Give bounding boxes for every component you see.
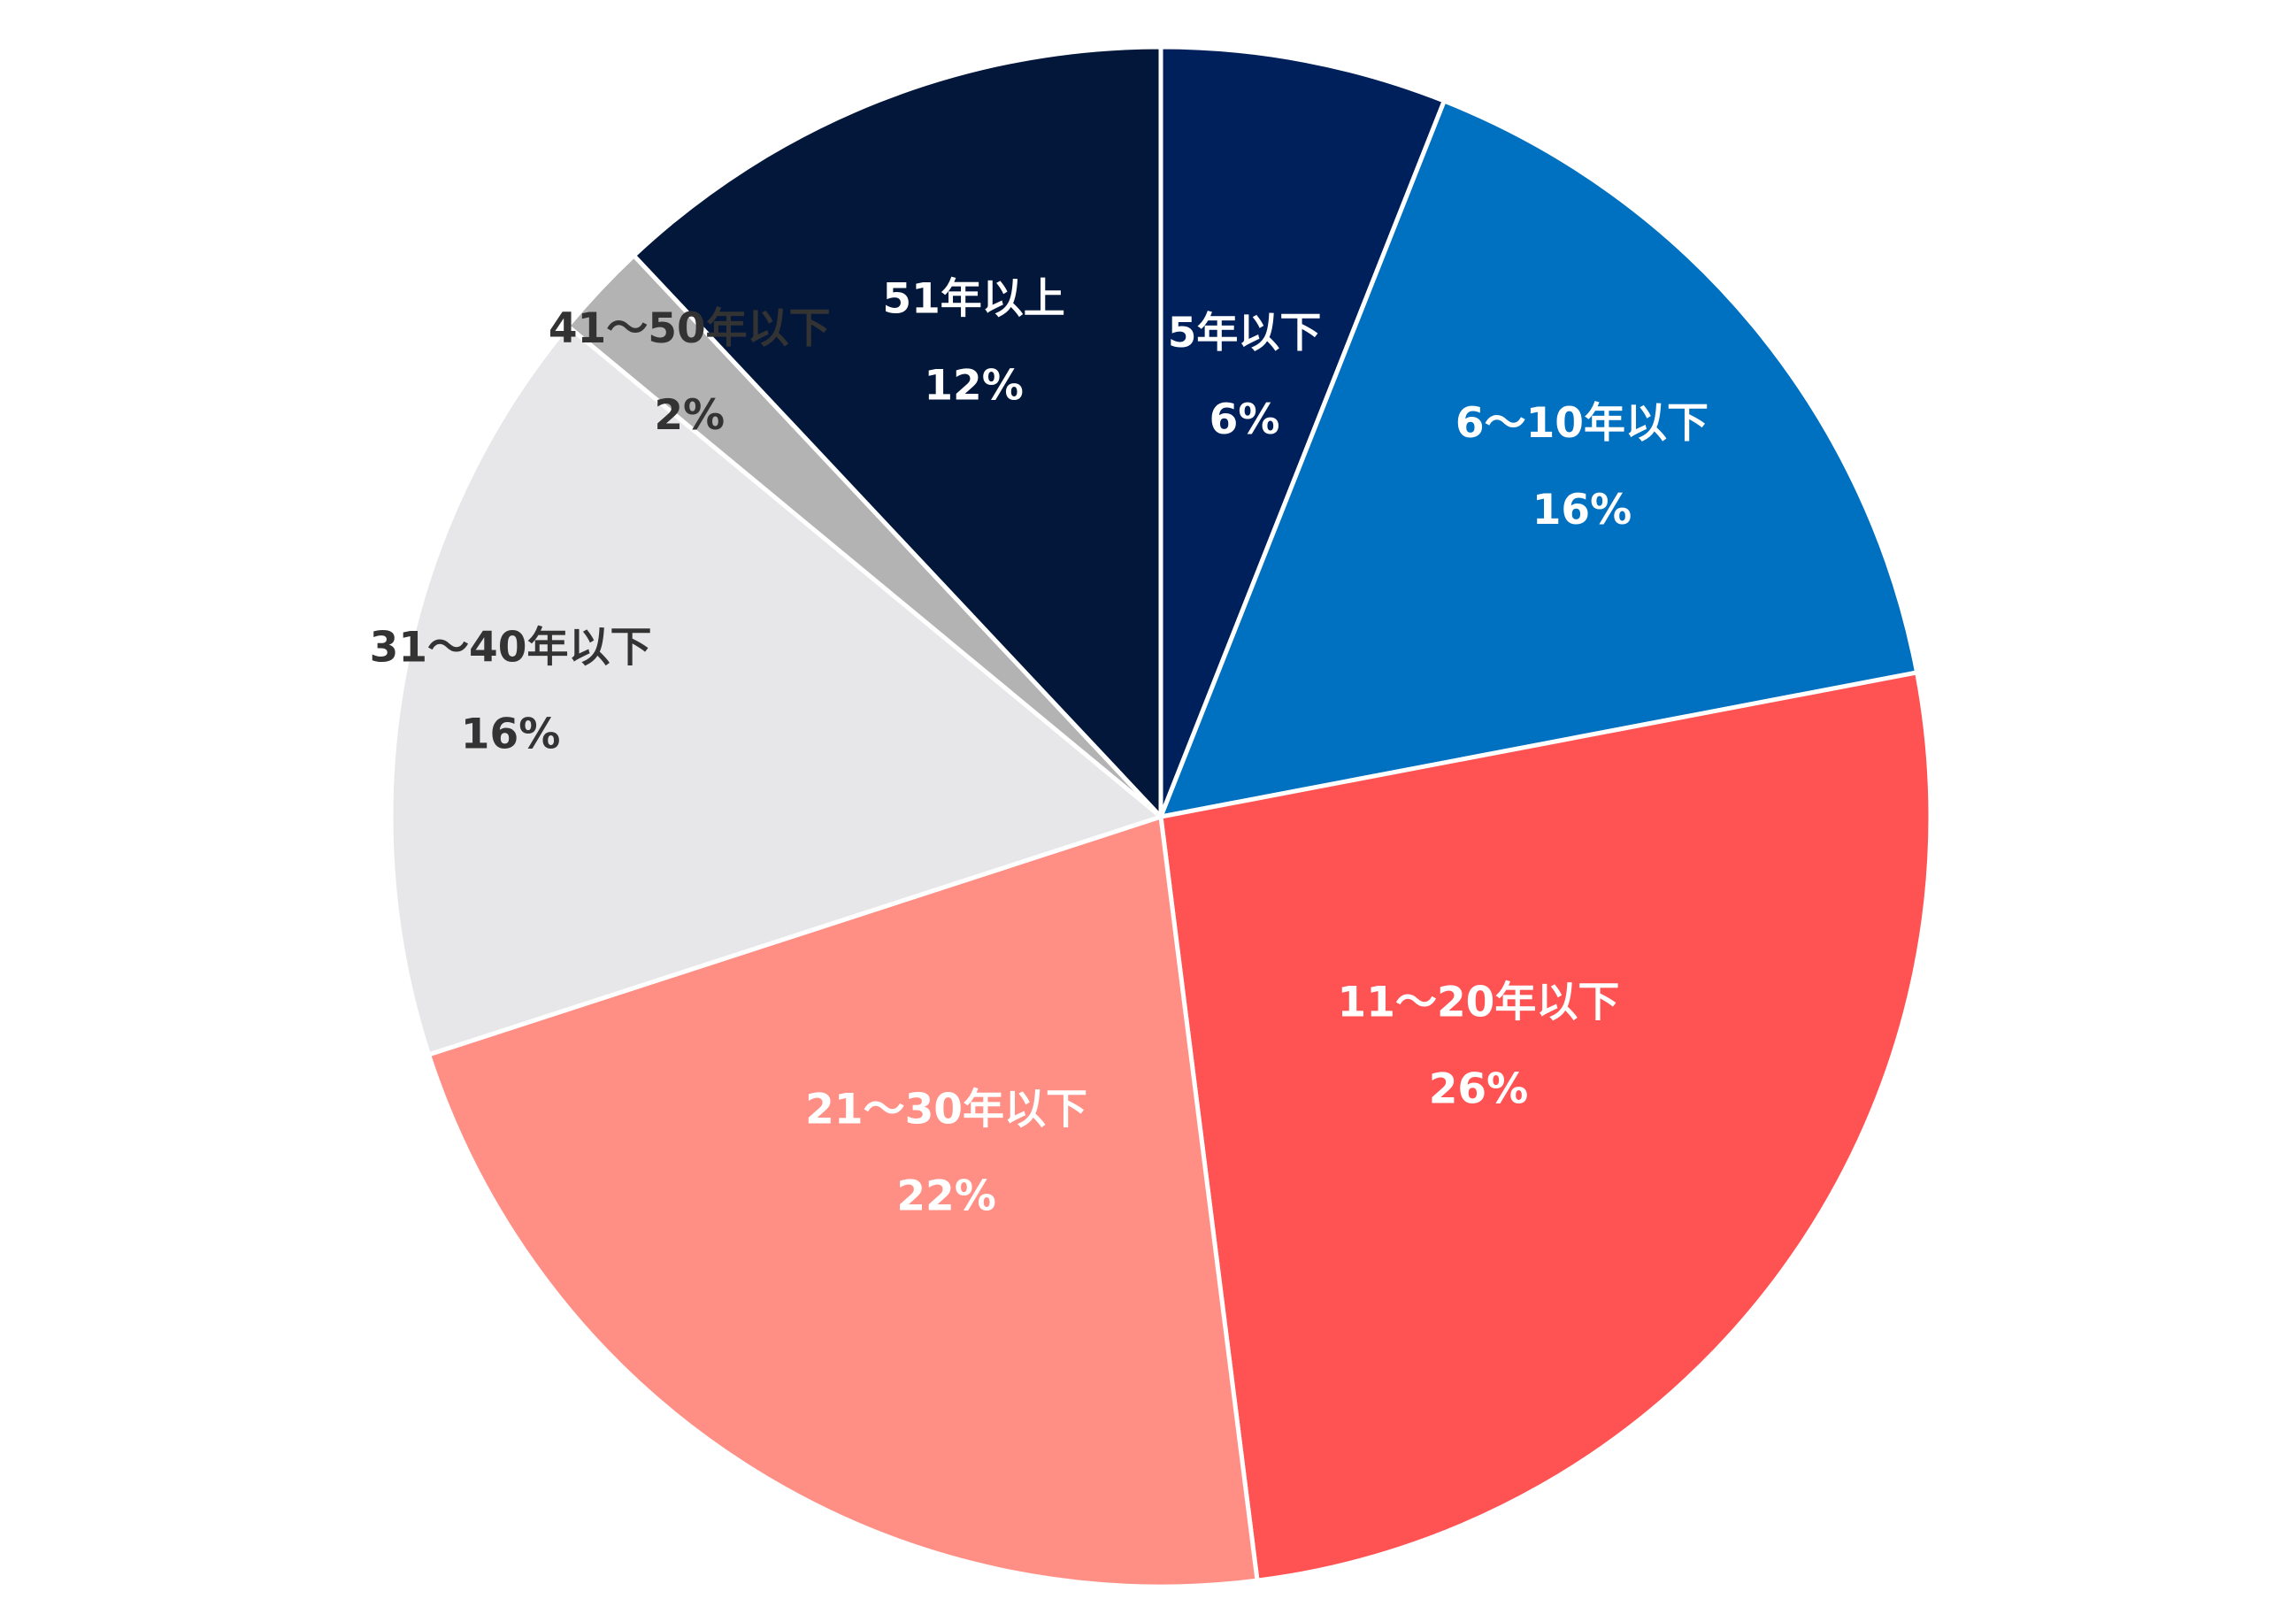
- slice-label: 41〜50年以下: [549, 304, 831, 353]
- slice-value-label: 16%: [461, 710, 561, 758]
- pie-slice: [426, 813, 1260, 1589]
- slice-value-label: 16%: [1532, 486, 1632, 534]
- slice-label: 6〜10年以下: [1455, 399, 1709, 448]
- slice-label: 11〜20年以下: [1338, 978, 1620, 1026]
- slice-value-label: 22%: [896, 1172, 996, 1220]
- slice-value-label: 12%: [924, 362, 1024, 411]
- pie-slice: [1157, 97, 1920, 820]
- slice-value-label: 2%: [654, 391, 725, 440]
- slice-value-label: 6%: [1209, 396, 1280, 444]
- slice-label: 51年以上: [882, 275, 1064, 324]
- pie-slice: [1158, 44, 1447, 818]
- slice-label: 31〜40年以下: [370, 623, 652, 672]
- slice-label: 5年以下: [1168, 309, 1322, 357]
- pie-slice: [630, 44, 1163, 823]
- slice-value-label: 26%: [1429, 1065, 1529, 1113]
- pie-slice: [388, 322, 1166, 1057]
- slice-label: 21〜30年以下: [805, 1085, 1087, 1134]
- pie-slice: [1158, 670, 1933, 1583]
